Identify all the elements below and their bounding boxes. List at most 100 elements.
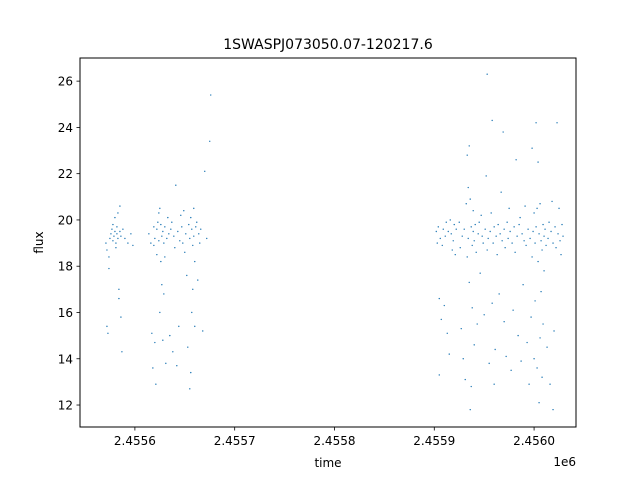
data-point [492, 242, 494, 244]
data-point [467, 237, 469, 240]
data-point [195, 226, 197, 228]
data-point [117, 237, 119, 240]
data-point [476, 323, 478, 325]
y-tick-label: 20 [58, 213, 73, 227]
data-point [527, 228, 529, 230]
data-point [455, 228, 457, 230]
scatter-points [105, 73, 564, 411]
y-tick-label: 18 [58, 260, 73, 274]
data-point [552, 242, 554, 244]
data-point [528, 383, 530, 385]
data-point [118, 288, 120, 291]
data-point [559, 240, 561, 242]
data-point [516, 235, 518, 237]
data-point [166, 237, 168, 240]
data-point [543, 270, 545, 272]
data-point [507, 237, 509, 240]
data-point [535, 122, 537, 124]
data-point [481, 235, 483, 237]
data-point [469, 198, 471, 200]
plot-frame [79, 57, 577, 428]
data-point [119, 205, 121, 207]
data-point [496, 253, 498, 256]
y-tick-label: 24 [58, 121, 73, 135]
data-point [512, 309, 514, 311]
data-point [468, 281, 470, 284]
data-point [535, 226, 537, 228]
data-point [165, 362, 167, 365]
y-tick-label: 14 [58, 352, 73, 366]
data-point [151, 332, 153, 335]
data-point [561, 223, 563, 226]
data-point [168, 233, 170, 235]
data-point [479, 272, 481, 274]
data-point [121, 351, 123, 353]
data-point [540, 290, 542, 293]
data-point [449, 219, 451, 221]
data-point [439, 237, 441, 240]
data-point [164, 256, 166, 258]
data-point [499, 233, 501, 235]
data-point [547, 237, 549, 240]
data-point [469, 408, 471, 411]
data-point [206, 237, 208, 240]
data-point [500, 191, 502, 193]
data-point [542, 323, 544, 325]
data-point [443, 304, 445, 307]
data-point [120, 316, 122, 318]
data-point [459, 247, 461, 249]
data-point [167, 216, 169, 219]
data-point [493, 226, 495, 228]
data-point [448, 353, 450, 355]
y-axis-label: flux [32, 231, 46, 253]
data-point [116, 233, 118, 235]
data-point [178, 325, 180, 328]
data-point [458, 221, 460, 223]
data-point [478, 221, 480, 223]
data-point [162, 339, 164, 341]
data-point [194, 325, 196, 328]
data-point [472, 209, 474, 212]
data-point [531, 147, 533, 149]
data-point [523, 240, 525, 242]
data-point [511, 242, 513, 244]
x-axis-label: time [314, 456, 341, 470]
data-point [106, 249, 108, 251]
x-tick-label: 2.4556 [114, 434, 156, 448]
data-point [544, 228, 546, 230]
data-point [105, 242, 107, 244]
data-point [501, 240, 503, 242]
data-point [194, 260, 196, 263]
data-point [445, 221, 447, 223]
y-tick-label: 22 [58, 167, 73, 181]
data-point [174, 247, 176, 249]
data-point [447, 230, 449, 233]
x-tick-label: 2.4557 [214, 434, 256, 448]
data-point [118, 297, 120, 300]
data-point [474, 223, 476, 226]
data-point [560, 253, 562, 256]
data-point [114, 216, 116, 219]
data-point [154, 237, 156, 240]
data-point [552, 408, 554, 411]
data-point [108, 256, 110, 258]
data-point [148, 233, 150, 235]
data-point [110, 233, 112, 235]
data-point [113, 235, 115, 237]
data-point [514, 251, 516, 254]
data-point [160, 223, 162, 226]
data-point [487, 237, 489, 240]
data-point [471, 244, 473, 247]
data-point [435, 230, 437, 233]
data-point [480, 214, 482, 217]
data-point [156, 253, 158, 256]
data-point [470, 226, 472, 228]
data-point [116, 226, 118, 228]
data-point [117, 212, 119, 214]
data-point [158, 240, 160, 242]
data-point [488, 362, 490, 365]
data-point [169, 334, 171, 337]
data-point [545, 244, 547, 247]
data-point [503, 321, 505, 323]
data-point [472, 230, 474, 233]
